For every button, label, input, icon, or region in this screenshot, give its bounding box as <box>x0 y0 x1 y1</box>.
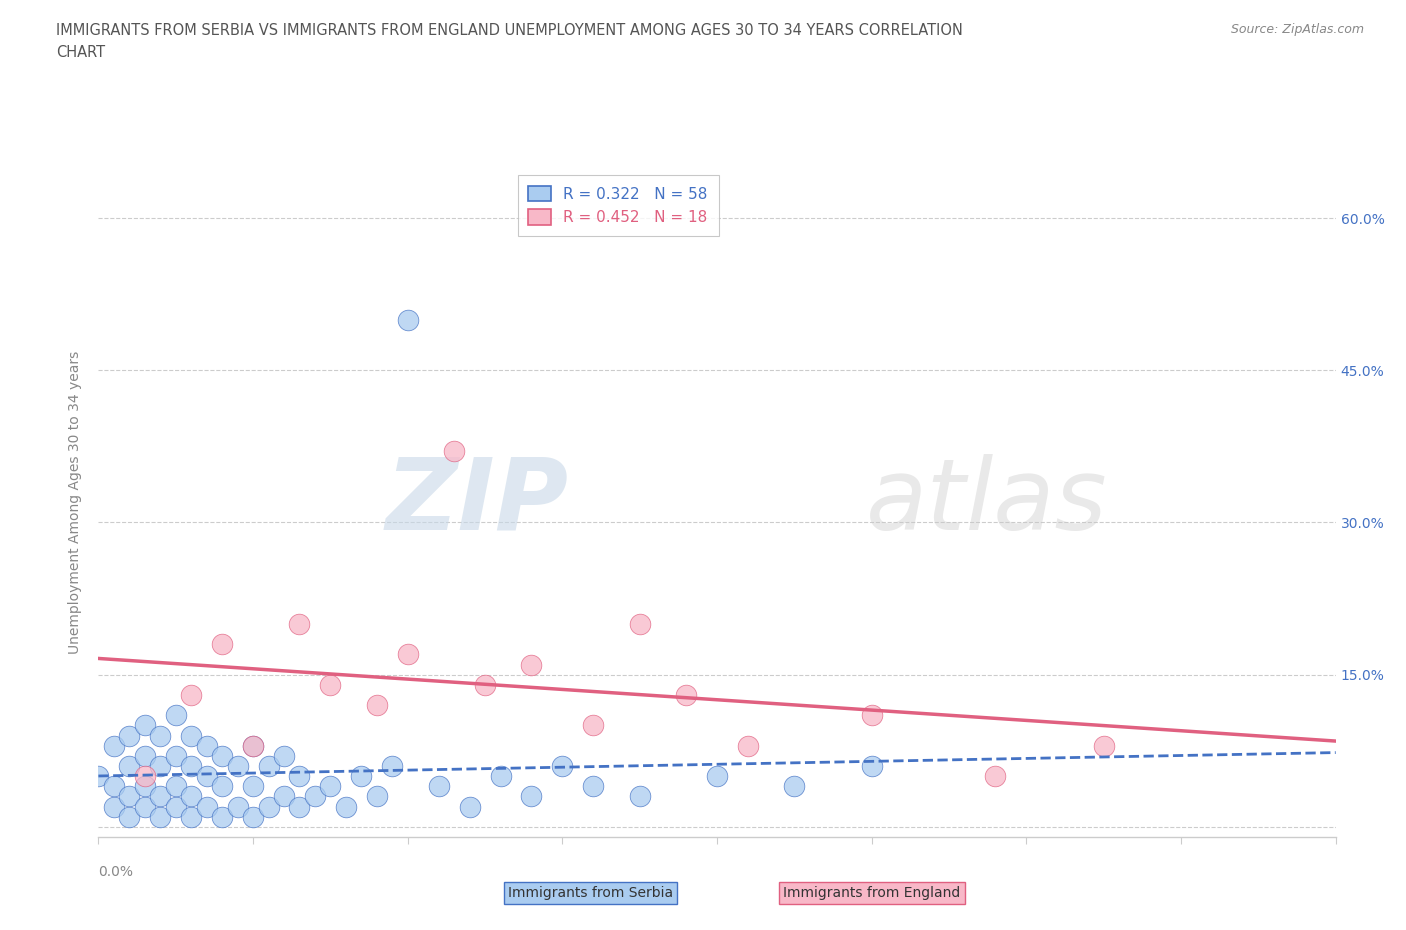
Point <box>396 647 419 662</box>
Legend: R = 0.322   N = 58, R = 0.452   N = 18: R = 0.322 N = 58, R = 0.452 N = 18 <box>517 175 718 236</box>
Point <box>165 749 187 764</box>
Point <box>118 809 141 824</box>
Point <box>87 769 110 784</box>
Point <box>134 769 156 784</box>
Point <box>242 809 264 824</box>
Point <box>134 749 156 764</box>
Point <box>443 444 465 458</box>
Point <box>273 749 295 764</box>
Point <box>860 759 883 774</box>
Point <box>180 789 202 804</box>
Point <box>1092 738 1115 753</box>
Point <box>180 687 202 702</box>
Point <box>149 809 172 824</box>
Point <box>118 759 141 774</box>
Point <box>103 799 125 814</box>
Point <box>381 759 404 774</box>
Point <box>984 769 1007 784</box>
Point <box>211 809 233 824</box>
Text: Immigrants from England: Immigrants from England <box>783 885 960 900</box>
Point <box>427 778 450 793</box>
Text: 0.0%: 0.0% <box>98 865 134 879</box>
Point <box>737 738 759 753</box>
Point <box>180 728 202 743</box>
Point <box>335 799 357 814</box>
Point <box>551 759 574 774</box>
Point <box>288 799 311 814</box>
Point <box>242 738 264 753</box>
Point <box>226 759 249 774</box>
Point <box>242 738 264 753</box>
Point <box>165 799 187 814</box>
Point <box>582 718 605 733</box>
Point <box>149 759 172 774</box>
Point <box>257 759 280 774</box>
Text: Immigrants from Serbia: Immigrants from Serbia <box>508 885 673 900</box>
Point <box>474 677 496 692</box>
Point <box>226 799 249 814</box>
Point <box>165 708 187 723</box>
Point <box>180 809 202 824</box>
Text: Source: ZipAtlas.com: Source: ZipAtlas.com <box>1230 23 1364 36</box>
Point <box>134 778 156 793</box>
Point <box>396 312 419 327</box>
Point <box>242 778 264 793</box>
Point <box>319 778 342 793</box>
Point <box>489 769 512 784</box>
Point <box>118 789 141 804</box>
Point <box>195 769 218 784</box>
Point <box>366 789 388 804</box>
Point <box>319 677 342 692</box>
Point <box>118 728 141 743</box>
Point <box>273 789 295 804</box>
Point <box>103 738 125 753</box>
Point <box>211 778 233 793</box>
Point <box>165 778 187 793</box>
Point <box>288 769 311 784</box>
Point <box>304 789 326 804</box>
Text: IMMIGRANTS FROM SERBIA VS IMMIGRANTS FROM ENGLAND UNEMPLOYMENT AMONG AGES 30 TO : IMMIGRANTS FROM SERBIA VS IMMIGRANTS FRO… <box>56 23 963 60</box>
Point <box>180 759 202 774</box>
Text: atlas: atlas <box>866 454 1107 551</box>
Point <box>860 708 883 723</box>
Point <box>195 799 218 814</box>
Point <box>149 728 172 743</box>
Point <box>350 769 373 784</box>
Point <box>134 718 156 733</box>
Point <box>257 799 280 814</box>
Point <box>783 778 806 793</box>
Point <box>520 658 543 672</box>
Point <box>195 738 218 753</box>
Point <box>628 789 651 804</box>
Point <box>582 778 605 793</box>
Point <box>628 617 651 631</box>
Point <box>211 637 233 652</box>
Point <box>103 778 125 793</box>
Y-axis label: Unemployment Among Ages 30 to 34 years: Unemployment Among Ages 30 to 34 years <box>69 351 83 654</box>
Point <box>675 687 697 702</box>
Text: ZIP: ZIP <box>385 454 568 551</box>
Point <box>149 789 172 804</box>
Point <box>288 617 311 631</box>
Point <box>458 799 481 814</box>
Point <box>520 789 543 804</box>
Point <box>706 769 728 784</box>
Point <box>211 749 233 764</box>
Point <box>366 698 388 712</box>
Point <box>134 799 156 814</box>
